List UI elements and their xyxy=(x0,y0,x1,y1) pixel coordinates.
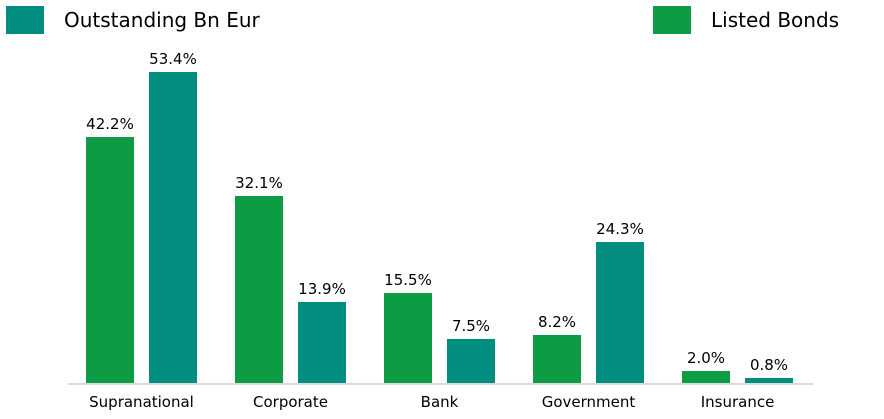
bar-outstanding-bn-eur-supranational xyxy=(149,72,197,383)
bar-wrap-listed-bonds-insurance: 2.0% xyxy=(682,349,730,383)
bar-pair-corporate: 32.1% 13.9% xyxy=(235,174,346,383)
value-label-outstanding-bn-eur-corporate: 13.9% xyxy=(298,280,346,298)
bar-listed-bonds-corporate xyxy=(235,196,283,383)
bar-outstanding-bn-eur-insurance xyxy=(745,378,793,383)
category-label-government: Government xyxy=(541,393,636,411)
value-label-outstanding-bn-eur-bank: 7.5% xyxy=(451,317,491,335)
legend-item-listed: Listed Bonds xyxy=(653,5,839,35)
bar-wrap-listed-bonds-bank: 15.5% xyxy=(384,271,432,383)
bar-wrap-listed-bonds-government: 8.2% xyxy=(533,313,581,383)
bar-group-government: 8.2% 24.3% Government xyxy=(533,44,644,411)
bar-pair-bank: 15.5% 7.5% xyxy=(384,271,495,383)
category-label-corporate: Corporate xyxy=(253,393,328,411)
bar-outstanding-bn-eur-bank xyxy=(447,339,495,383)
bar-outstanding-bn-eur-corporate xyxy=(298,302,346,383)
plot-area: 42.2% 53.4% Supranational 32.1% 13.9% Corpora… xyxy=(68,44,813,411)
legend-swatch-listed-icon xyxy=(653,6,691,34)
bar-listed-bonds-supranational xyxy=(86,137,134,383)
bar-pair-insurance: 2.0% 0.8% xyxy=(682,349,793,383)
bar-wrap-outstanding-bn-eur-supranational: 53.4% xyxy=(149,50,197,383)
bar-group-corporate: 32.1% 13.9% Corporate xyxy=(235,44,346,411)
value-label-listed-bonds-government: 8.2% xyxy=(537,313,577,331)
legend-swatch-outstanding-icon xyxy=(6,6,44,34)
bar-listed-bonds-government xyxy=(533,335,581,383)
legend-label-outstanding: Outstanding Bn Eur xyxy=(64,8,260,32)
legend-item-outstanding: Outstanding Bn Eur xyxy=(6,5,260,35)
bar-listed-bonds-bank xyxy=(384,293,432,383)
value-label-listed-bonds-insurance: 2.0% xyxy=(686,349,726,367)
bar-wrap-listed-bonds-supranational: 42.2% xyxy=(86,115,134,383)
bar-outstanding-bn-eur-government xyxy=(596,242,644,383)
value-label-listed-bonds-corporate: 32.1% xyxy=(235,174,283,192)
value-label-outstanding-bn-eur-supranational: 53.4% xyxy=(149,50,197,68)
legend-label-listed: Listed Bonds xyxy=(711,8,840,32)
bar-pair-government: 8.2% 24.3% xyxy=(533,220,644,383)
category-label-bank: Bank xyxy=(420,393,459,411)
bar-wrap-outstanding-bn-eur-corporate: 13.9% xyxy=(298,280,346,383)
bar-group-supranational: 42.2% 53.4% Supranational xyxy=(86,44,197,411)
bar-wrap-listed-bonds-corporate: 32.1% xyxy=(235,174,283,383)
bar-wrap-outstanding-bn-eur-insurance: 0.8% xyxy=(745,356,793,383)
bar-wrap-outstanding-bn-eur-bank: 7.5% xyxy=(447,317,495,383)
bar-group-bank: 15.5% 7.5% Bank xyxy=(384,44,495,411)
value-label-outstanding-bn-eur-insurance: 0.8% xyxy=(749,356,789,374)
x-axis-line xyxy=(68,383,813,385)
category-label-insurance: Insurance xyxy=(700,393,775,411)
value-label-outstanding-bn-eur-government: 24.3% xyxy=(596,220,644,238)
bar-wrap-outstanding-bn-eur-government: 24.3% xyxy=(596,220,644,383)
bar-listed-bonds-insurance xyxy=(682,371,730,383)
value-label-listed-bonds-supranational: 42.2% xyxy=(86,115,134,133)
value-label-listed-bonds-bank: 15.5% xyxy=(384,271,432,289)
bar-group-insurance: 2.0% 0.8% Insurance xyxy=(682,44,793,411)
category-label-supranational: Supranational xyxy=(89,393,194,411)
bar-pair-supranational: 42.2% 53.4% xyxy=(86,50,197,383)
